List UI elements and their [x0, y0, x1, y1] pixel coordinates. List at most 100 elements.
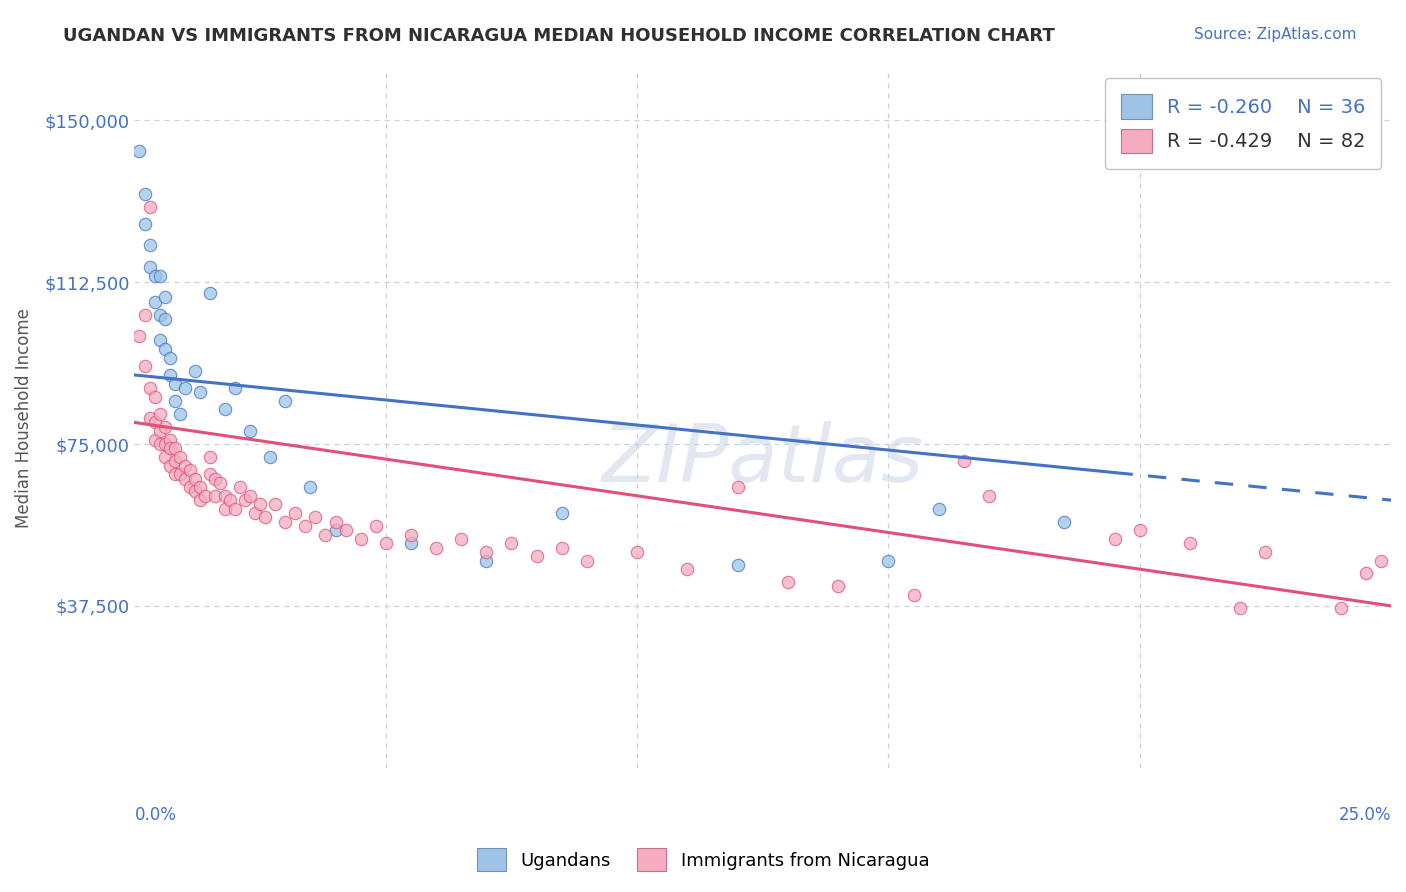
Point: [239, 489, 262, 503]
Point: [1330, 601, 1353, 615]
Point: [143, 390, 166, 404]
Point: [173, 458, 195, 473]
Point: [1229, 601, 1251, 615]
Point: [214, 489, 236, 503]
Point: [149, 424, 172, 438]
Point: [1369, 553, 1392, 567]
Point: [179, 480, 201, 494]
Point: [184, 471, 207, 485]
Point: [138, 260, 160, 274]
Point: [284, 506, 307, 520]
Point: [163, 393, 186, 408]
Y-axis label: Median Household Income: Median Household Income: [15, 308, 32, 528]
Point: [626, 545, 648, 559]
Point: [134, 308, 156, 322]
Point: [198, 450, 221, 464]
Point: [159, 368, 181, 382]
Point: [1254, 545, 1277, 559]
Point: [928, 501, 950, 516]
Point: [163, 454, 186, 468]
Text: UGANDAN VS IMMIGRANTS FROM NICARAGUA MEDIAN HOUSEHOLD INCOME CORRELATION CHART: UGANDAN VS IMMIGRANTS FROM NICARAGUA MED…: [63, 27, 1054, 45]
Point: [184, 364, 207, 378]
Point: [1053, 515, 1076, 529]
Point: [134, 359, 156, 374]
Point: [259, 450, 281, 464]
Point: [143, 268, 166, 283]
Point: [159, 458, 181, 473]
Point: [274, 393, 297, 408]
Point: [188, 385, 211, 400]
Point: [325, 524, 347, 538]
Legend: R = -0.260    N = 36, R = -0.429    N = 82: R = -0.260 N = 36, R = -0.429 N = 82: [1105, 78, 1381, 169]
Point: [184, 484, 207, 499]
Point: [159, 433, 181, 447]
Point: [374, 536, 396, 550]
Point: [475, 553, 498, 567]
Point: [169, 467, 191, 482]
Point: [399, 536, 422, 550]
Point: [149, 308, 172, 322]
Point: [188, 480, 211, 494]
Point: [163, 442, 186, 456]
Text: ZIPatlas: ZIPatlas: [602, 421, 924, 499]
Point: [977, 489, 1000, 503]
Point: [194, 489, 217, 503]
Point: [229, 480, 252, 494]
Point: [249, 498, 271, 512]
Point: [1129, 524, 1152, 538]
Point: [233, 493, 256, 508]
Point: [149, 437, 172, 451]
Point: [425, 541, 447, 555]
Point: [188, 493, 211, 508]
Point: [208, 475, 231, 490]
Point: [274, 515, 297, 529]
Point: [304, 510, 326, 524]
Point: [501, 536, 523, 550]
Point: [198, 467, 221, 482]
Point: [204, 471, 226, 485]
Point: [198, 285, 221, 300]
Text: Source: ZipAtlas.com: Source: ZipAtlas.com: [1194, 27, 1357, 42]
Text: 25.0%: 25.0%: [1339, 806, 1391, 824]
Point: [1354, 566, 1376, 581]
Point: [219, 493, 242, 508]
Point: [169, 407, 191, 421]
Point: [450, 532, 472, 546]
Point: [243, 506, 266, 520]
Point: [526, 549, 548, 564]
Point: [676, 562, 699, 576]
Point: [143, 294, 166, 309]
Point: [214, 501, 236, 516]
Point: [134, 186, 156, 201]
Point: [214, 402, 236, 417]
Point: [153, 437, 176, 451]
Point: [159, 351, 181, 365]
Point: [153, 450, 176, 464]
Point: [827, 579, 849, 593]
Point: [153, 342, 176, 356]
Point: [173, 471, 195, 485]
Point: [364, 519, 387, 533]
Point: [143, 433, 166, 447]
Point: [294, 519, 316, 533]
Point: [264, 498, 287, 512]
Point: [204, 489, 226, 503]
Point: [475, 545, 498, 559]
Point: [153, 311, 176, 326]
Point: [173, 381, 195, 395]
Point: [224, 381, 246, 395]
Point: [128, 329, 150, 343]
Point: [776, 575, 799, 590]
Text: 0.0%: 0.0%: [135, 806, 176, 824]
Point: [128, 144, 150, 158]
Legend: Ugandans, Immigrants from Nicaragua: Ugandans, Immigrants from Nicaragua: [470, 841, 936, 879]
Point: [903, 588, 925, 602]
Point: [153, 290, 176, 304]
Point: [138, 238, 160, 252]
Point: [550, 506, 572, 520]
Point: [149, 334, 172, 348]
Point: [325, 515, 347, 529]
Point: [727, 480, 749, 494]
Point: [179, 463, 201, 477]
Point: [163, 467, 186, 482]
